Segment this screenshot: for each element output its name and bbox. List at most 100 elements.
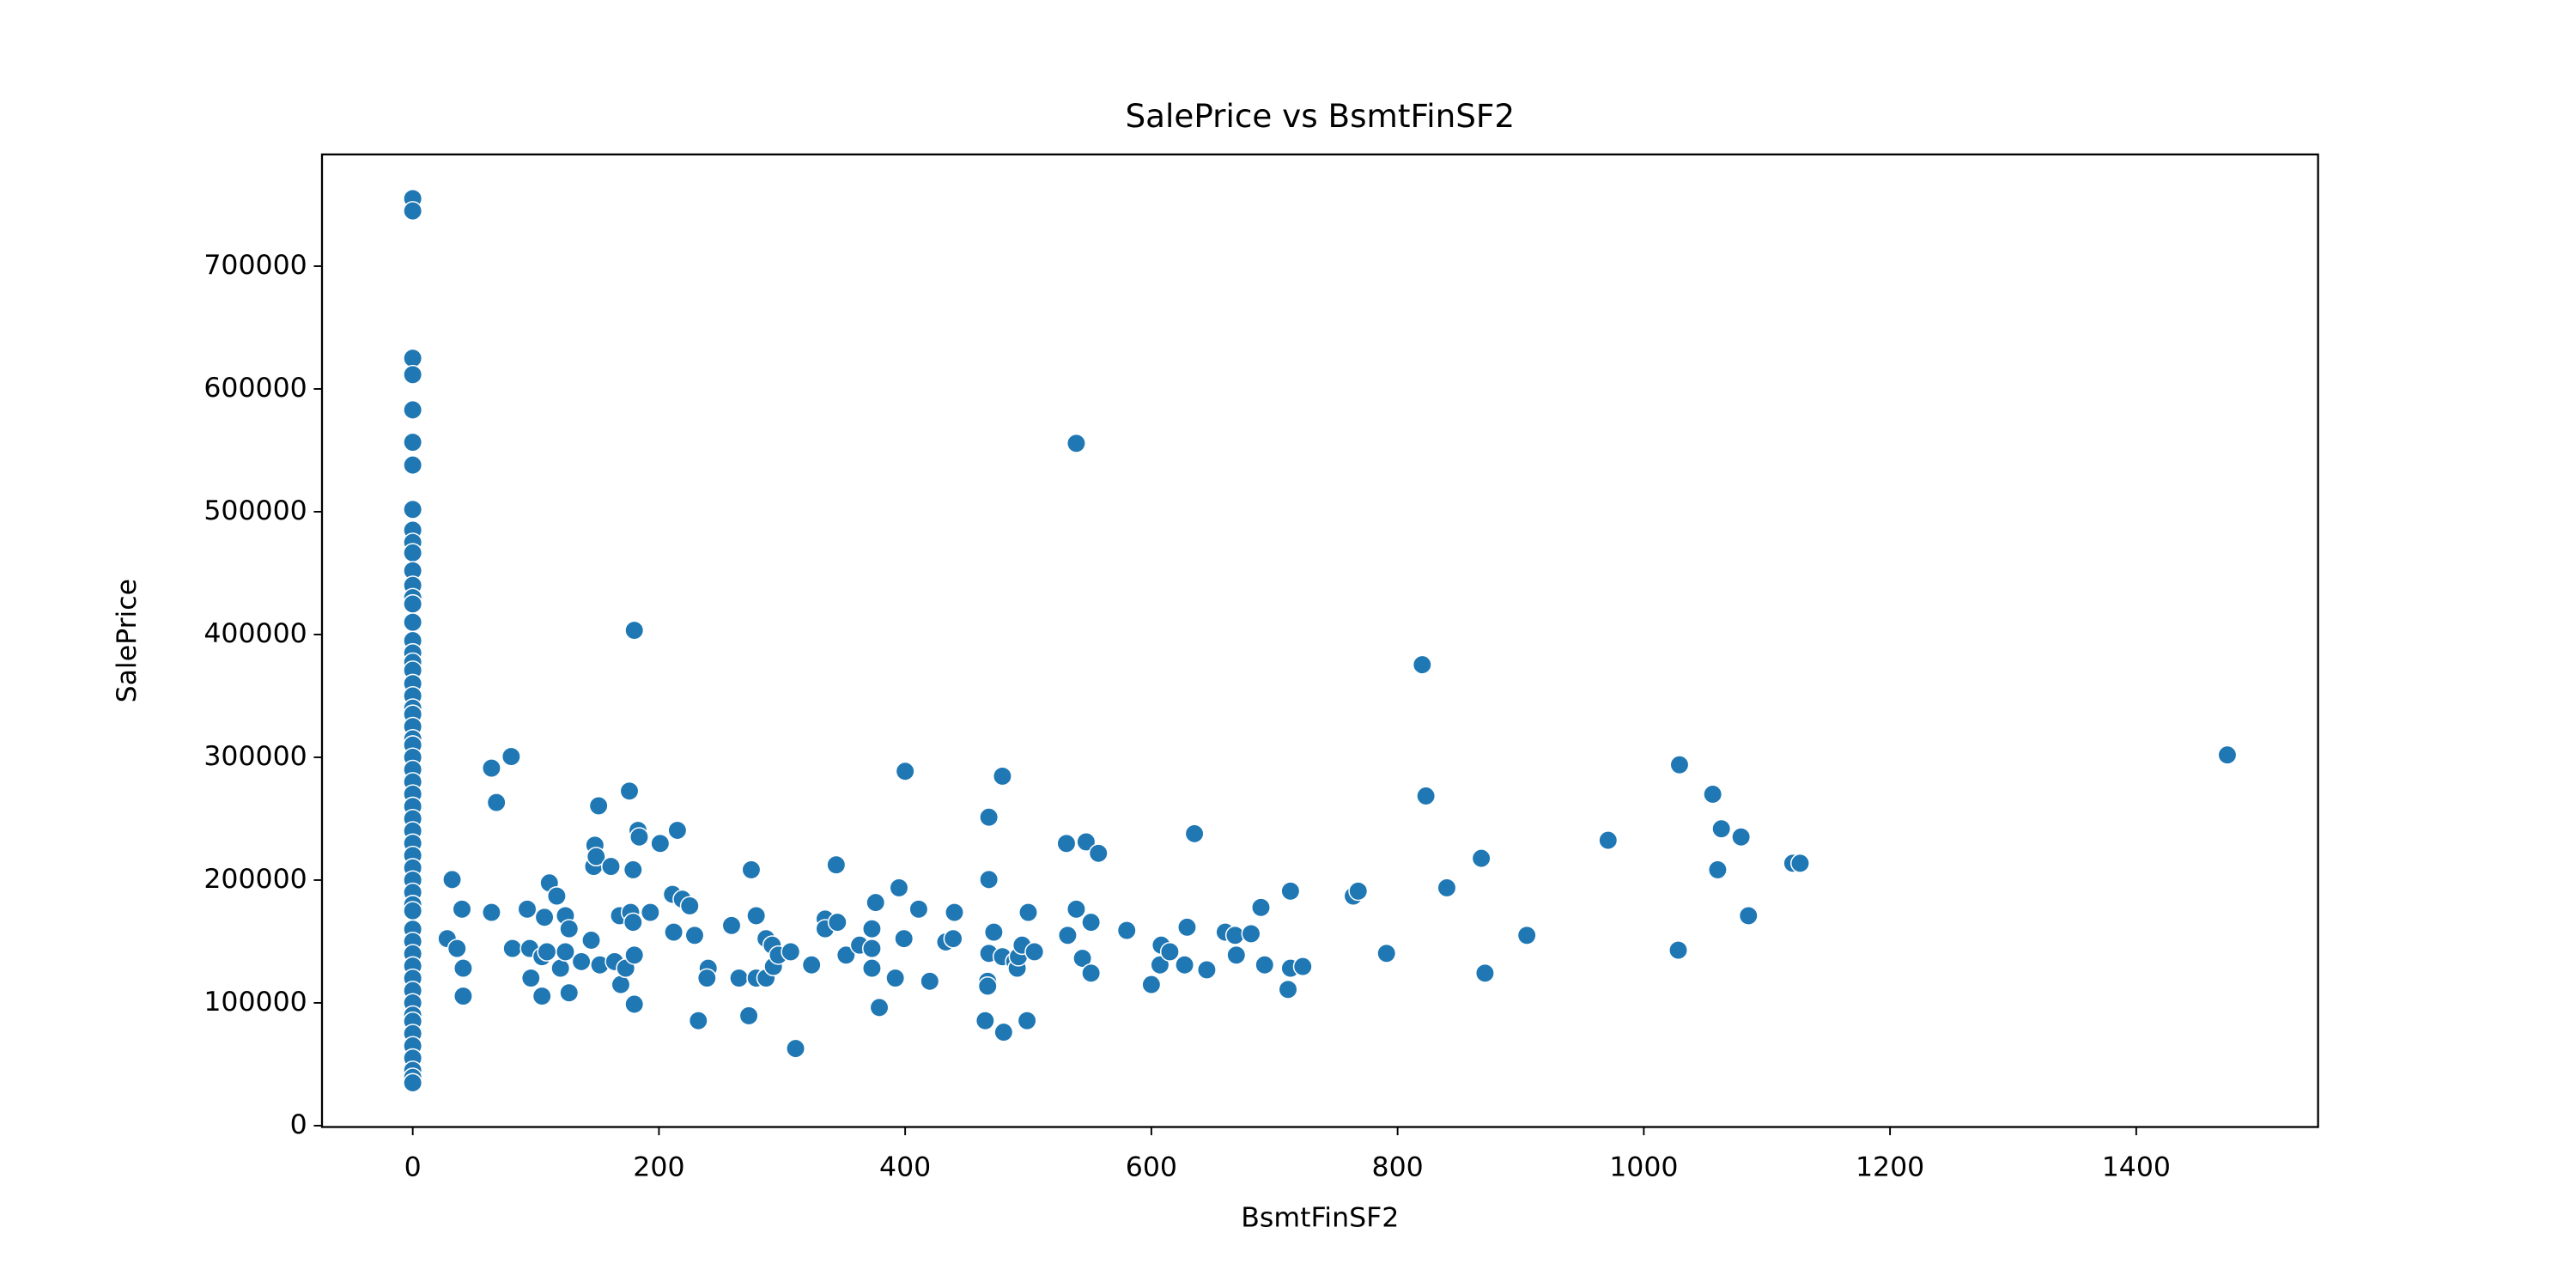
- chart-title: SalePrice vs BsmtFinSF2: [1126, 97, 1516, 135]
- point: [992, 766, 1012, 787]
- point: [1241, 923, 1261, 944]
- point: [1088, 843, 1109, 864]
- plot-frame: [320, 153, 2319, 1128]
- point: [534, 907, 555, 927]
- point: [894, 928, 914, 949]
- point: [452, 899, 472, 920]
- point: [1707, 860, 1728, 880]
- point: [861, 939, 882, 959]
- point: [1668, 940, 1688, 961]
- point: [979, 807, 999, 828]
- point: [983, 922, 1004, 943]
- point: [403, 348, 423, 368]
- point: [624, 945, 645, 965]
- point: [979, 869, 999, 890]
- point: [546, 886, 567, 907]
- point: [889, 878, 909, 898]
- point: [624, 994, 645, 1014]
- x-axis-label: BsmtFinSF2: [1241, 1203, 1399, 1234]
- point: [1731, 827, 1752, 848]
- point: [403, 543, 423, 563]
- point: [1159, 941, 1180, 962]
- point: [1255, 955, 1275, 975]
- point: [835, 945, 856, 965]
- point: [1226, 945, 1247, 965]
- point: [746, 905, 767, 926]
- point: [1018, 902, 1038, 923]
- point: [1412, 654, 1432, 675]
- point: [559, 982, 580, 1003]
- point: [1738, 905, 1759, 926]
- point: [550, 958, 571, 979]
- y-tick-label: 200000: [204, 864, 307, 895]
- point: [403, 901, 423, 921]
- point: [650, 833, 671, 854]
- point: [403, 201, 423, 222]
- y-tick-label: 700000: [204, 250, 307, 281]
- point: [1598, 830, 1619, 851]
- point: [1076, 831, 1097, 852]
- point: [623, 860, 643, 880]
- point: [688, 1011, 708, 1031]
- point: [1348, 881, 1369, 902]
- point: [738, 1005, 759, 1026]
- point: [1081, 963, 1102, 983]
- point: [481, 902, 501, 923]
- x-tick-label: 600: [1126, 1151, 1177, 1182]
- y-tick-label: 400000: [204, 618, 307, 649]
- point: [453, 958, 473, 979]
- point: [629, 827, 649, 848]
- point: [442, 869, 463, 890]
- point: [908, 899, 929, 920]
- point: [486, 793, 507, 813]
- point: [611, 975, 631, 995]
- point: [943, 928, 963, 949]
- point: [1175, 955, 1195, 975]
- x-tick-label: 0: [404, 1151, 422, 1182]
- point: [1056, 833, 1077, 854]
- x-tick-label: 200: [633, 1151, 684, 1182]
- point: [619, 781, 640, 801]
- point: [895, 761, 915, 781]
- point: [1789, 853, 1810, 873]
- point: [826, 854, 847, 875]
- point: [696, 968, 717, 988]
- point: [861, 919, 882, 939]
- point: [601, 856, 621, 877]
- point: [1017, 1011, 1037, 1031]
- point: [571, 951, 592, 972]
- point: [532, 986, 552, 1006]
- point: [885, 968, 906, 988]
- point: [869, 997, 890, 1018]
- point: [1066, 433, 1086, 453]
- point: [684, 925, 705, 945]
- point: [1278, 979, 1298, 999]
- point: [945, 902, 964, 923]
- point: [801, 955, 822, 975]
- point: [517, 899, 538, 920]
- point: [403, 399, 423, 420]
- point: [741, 860, 762, 880]
- y-tick-label: 300000: [204, 741, 307, 772]
- point: [1474, 963, 1495, 983]
- y-tick-label: 100000: [204, 987, 307, 1018]
- y-tick-label: 500000: [204, 495, 307, 526]
- y-tick-label: 0: [290, 1109, 307, 1140]
- point: [1376, 943, 1397, 963]
- point: [729, 968, 750, 988]
- point: [1471, 848, 1492, 869]
- point: [781, 941, 801, 962]
- point: [403, 432, 423, 453]
- point: [1072, 948, 1093, 969]
- point: [1251, 897, 1271, 918]
- point: [1141, 975, 1162, 995]
- point: [403, 455, 423, 476]
- point: [975, 1011, 995, 1031]
- point: [1196, 959, 1217, 980]
- point: [1150, 955, 1170, 975]
- x-tick-label: 1400: [2102, 1151, 2171, 1182]
- point: [537, 941, 557, 962]
- point: [403, 364, 423, 385]
